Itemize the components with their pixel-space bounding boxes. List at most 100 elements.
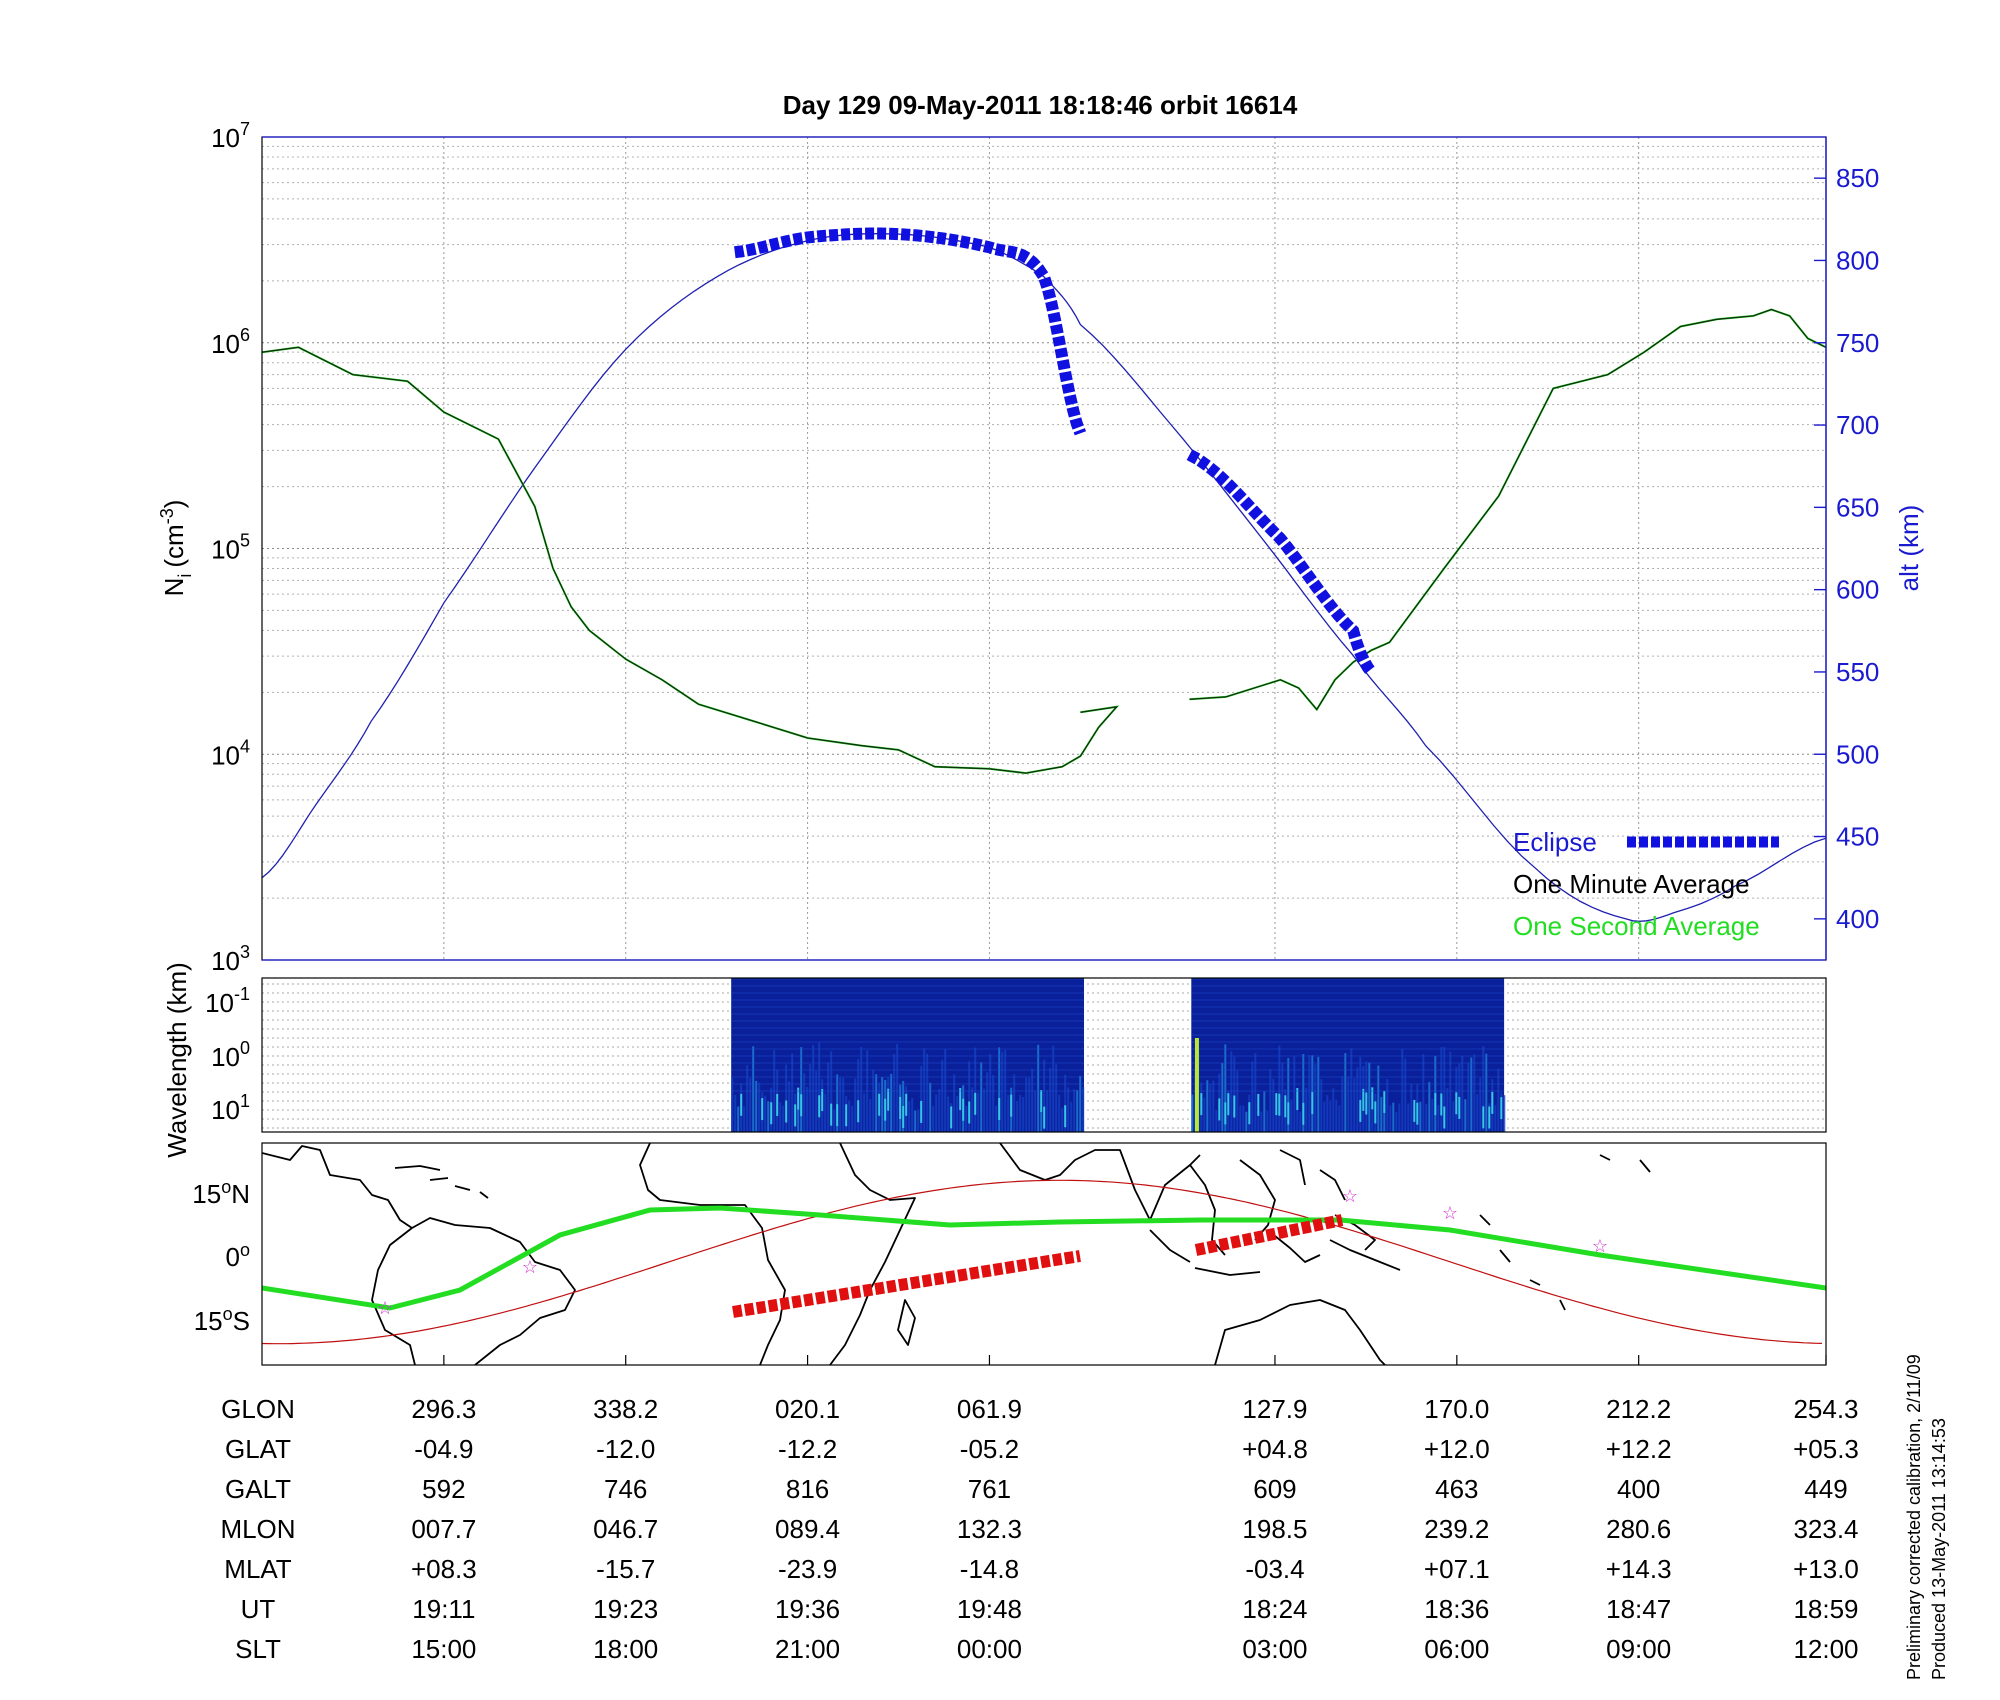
spectrogram-column xyxy=(1043,1059,1046,1132)
table-cell: 212.2 xyxy=(1606,1394,1671,1424)
one-second-average-line xyxy=(262,346,1120,775)
spectrogram-column xyxy=(1440,1046,1443,1132)
left-tick-label: 107 xyxy=(211,119,250,153)
spectrogram-highlight xyxy=(1233,1095,1236,1118)
coast-madagascar xyxy=(897,1299,916,1346)
spectrogram-column xyxy=(971,1087,974,1132)
spectrogram-highlight xyxy=(845,1104,848,1127)
table-cell: 18:47 xyxy=(1606,1594,1671,1624)
eclipse-segment xyxy=(734,227,1087,436)
spectrogram-highlight xyxy=(920,1100,923,1123)
spectrogram-highlight xyxy=(974,1092,977,1115)
spectrogram-column xyxy=(827,1062,830,1132)
right-tick-label: 600 xyxy=(1836,575,1879,605)
spectrogram-band xyxy=(1191,1041,1505,1043)
spectrogram-highlight xyxy=(1311,1092,1314,1115)
spectrogram-column xyxy=(803,1073,806,1132)
spectrogram-highlight xyxy=(1488,1106,1491,1129)
spectrogram-column xyxy=(986,1072,989,1132)
track-markers: ☆ ☆ ☆ ☆ ☆ xyxy=(377,1186,1608,1318)
wavelength-tick-base: 10 xyxy=(211,1095,240,1125)
spectrogram-column xyxy=(872,1069,875,1132)
spectrogram-column xyxy=(809,1063,812,1132)
map-y-tick-degree: o xyxy=(223,1304,233,1324)
wavelength-tick-label: 10-1 xyxy=(205,984,250,1018)
spectrogram-column xyxy=(767,1101,770,1132)
spectrogram-column xyxy=(785,1064,788,1132)
table-cell: -12.0 xyxy=(596,1434,655,1464)
table-cell: 18:36 xyxy=(1424,1594,1489,1624)
spectrogram-column xyxy=(1299,1111,1302,1132)
spectrogram-column xyxy=(1482,1045,1485,1132)
spectrogram-column xyxy=(1350,1048,1353,1132)
orbit-table: GLON GLAT GALT MLON MLAT UT SLT 296.3 -04.9 592 00… xyxy=(220,1394,1858,1664)
spectrogram-column xyxy=(836,1074,839,1132)
spectrogram-column xyxy=(1407,1103,1410,1132)
spectrogram-column xyxy=(1212,1080,1215,1132)
table-cell: 020.1 xyxy=(775,1394,840,1424)
spectrogram-highlight xyxy=(1482,1106,1485,1129)
spectrogram-column xyxy=(1025,1077,1028,1132)
spectrogram-column xyxy=(800,1047,803,1132)
one-minute-average-line xyxy=(1189,308,1826,711)
track-marker-star: ☆ xyxy=(1592,1236,1608,1256)
spectrogram-column xyxy=(752,1046,755,1132)
spectrogram-highlight xyxy=(1040,1090,1043,1113)
spectrogram-column xyxy=(1224,1044,1227,1132)
spectrogram-column xyxy=(1278,1045,1281,1132)
spectrogram-column xyxy=(734,1094,737,1132)
table-cell: +08.3 xyxy=(411,1554,477,1584)
table-cell: 089.4 xyxy=(775,1514,840,1544)
table-row-label: GLON xyxy=(221,1394,295,1424)
spectrogram-highlight xyxy=(1491,1091,1494,1114)
spectrogram-column xyxy=(1347,1076,1350,1132)
spectrogram-column xyxy=(1449,1051,1452,1132)
table-cell: 127.9 xyxy=(1242,1394,1307,1424)
spectrogram-column xyxy=(890,1073,893,1132)
coast-indonesia xyxy=(1149,1229,1401,1276)
spectrogram-highlight xyxy=(1064,1105,1067,1128)
table-cell: +13.0 xyxy=(1793,1554,1859,1584)
spectrogram-highlight xyxy=(857,1100,860,1123)
spectrogram-highlight xyxy=(1043,1106,1046,1129)
spectrogram-column xyxy=(992,1075,995,1132)
spectrogram-column xyxy=(1380,1097,1383,1132)
spectrogram-band xyxy=(731,999,1085,1001)
spectrogram-highlight xyxy=(1365,1092,1368,1115)
table-cell: 061.9 xyxy=(957,1394,1022,1424)
right-tick-label: 700 xyxy=(1836,410,1879,440)
spectrogram-highlight xyxy=(905,1093,908,1116)
spectrogram-column xyxy=(1209,1084,1212,1132)
spectrogram-column xyxy=(1323,1101,1326,1132)
spectrogram-band xyxy=(1191,999,1505,1001)
wavelength-tick-exp: 0 xyxy=(240,1038,250,1058)
spectrogram-column xyxy=(1049,1067,1052,1132)
legend-minute-label: One Minute Average xyxy=(1513,869,1750,899)
spectrogram-column xyxy=(1034,1090,1037,1132)
spectrogram-column xyxy=(1422,1054,1425,1132)
spectrogram-column xyxy=(989,1054,992,1132)
spectrogram-column xyxy=(959,1095,962,1132)
spectrogram-column xyxy=(731,1077,734,1132)
spectrogram-column xyxy=(1392,1102,1395,1132)
spectrogram-column xyxy=(1016,1101,1019,1132)
table-cell: 816 xyxy=(786,1474,829,1504)
spectrogram-highlight xyxy=(1200,1093,1203,1116)
spectrogram-highlight xyxy=(1443,1106,1446,1129)
map-x-ticks xyxy=(443,1355,1827,1365)
table-cell: 18:00 xyxy=(593,1634,658,1664)
spectrogram-column xyxy=(782,1105,785,1132)
spectrogram-column xyxy=(758,1082,761,1132)
coast-southeast-asia xyxy=(1189,1149,1376,1256)
spectrogram-column xyxy=(1221,1062,1224,1132)
table-cell: +04.8 xyxy=(1242,1434,1308,1464)
spectrogram-highlight xyxy=(1248,1102,1251,1125)
map-y-tick-value: 0 xyxy=(226,1242,240,1272)
spectrogram-column xyxy=(1404,1058,1407,1132)
spectrogram-band xyxy=(731,1034,1085,1036)
spectrogram-column xyxy=(1461,1056,1464,1132)
spectrogram-column xyxy=(1239,1105,1242,1132)
left-tick-label: 106 xyxy=(211,325,250,359)
spectrogram-column xyxy=(1263,1091,1266,1132)
table-row-label: SLT xyxy=(235,1634,281,1664)
